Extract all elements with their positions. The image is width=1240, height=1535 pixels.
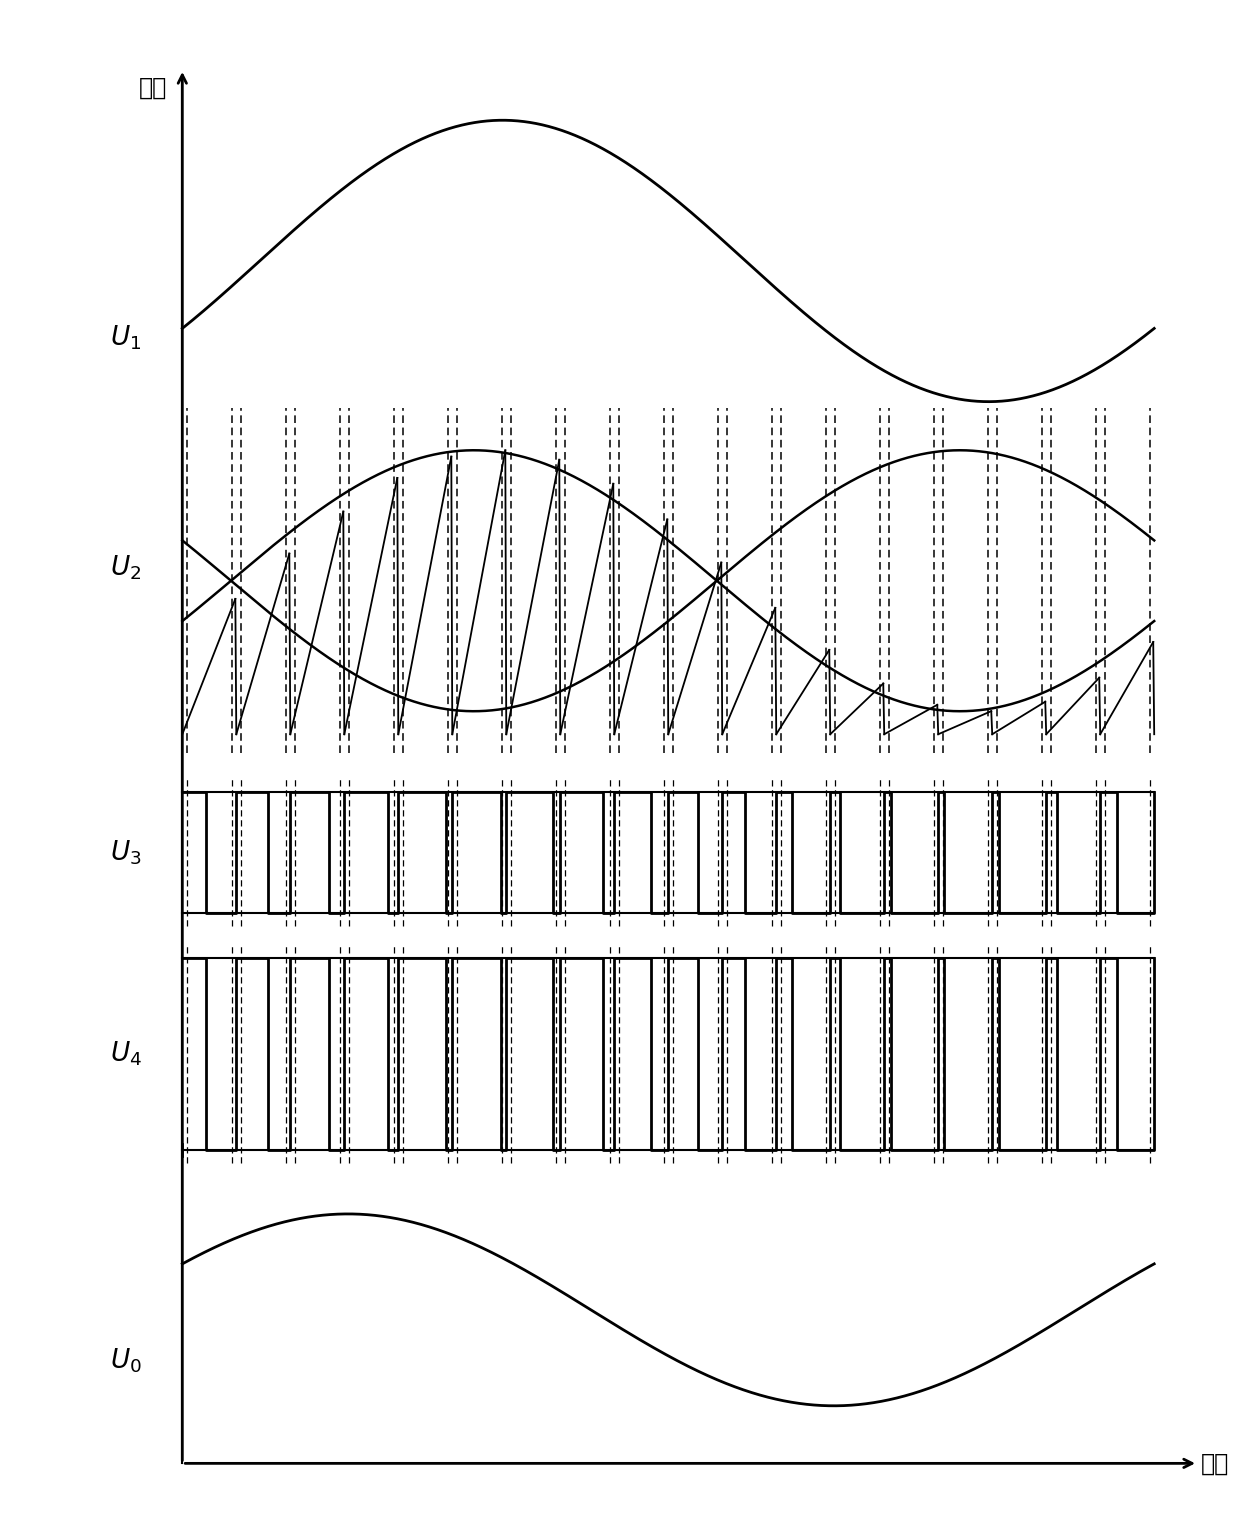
Text: $U_0$: $U_0$	[109, 1346, 141, 1375]
Text: $U_1$: $U_1$	[110, 324, 141, 352]
Text: 幅度: 幅度	[139, 75, 167, 100]
Text: $U_3$: $U_3$	[110, 838, 141, 867]
Text: $U_2$: $U_2$	[110, 554, 141, 582]
Text: $U_4$: $U_4$	[109, 1039, 141, 1068]
Text: 时间: 时间	[1200, 1452, 1229, 1475]
